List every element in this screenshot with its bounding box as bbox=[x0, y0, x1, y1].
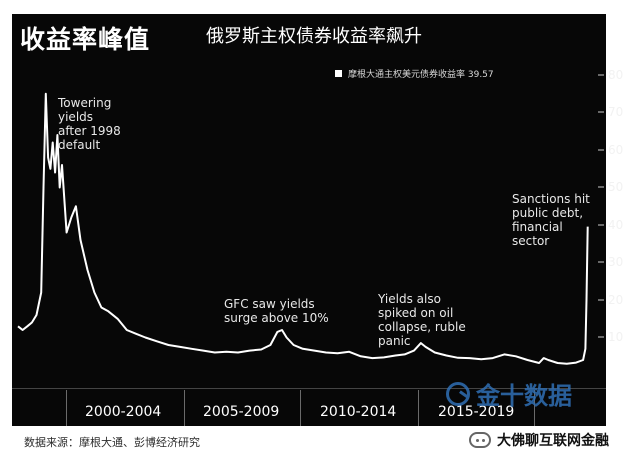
title-left: 收益率峰值 bbox=[20, 25, 151, 54]
x-band-separator bbox=[66, 390, 67, 426]
y-tickmark bbox=[598, 299, 604, 301]
x-band-label: 2000-2004 bbox=[85, 404, 162, 420]
y-tick-label: 50 bbox=[608, 180, 624, 194]
watermark-text: 金十数据 bbox=[476, 382, 572, 410]
annotation-gfc: GFC saw yields surge above 10% bbox=[224, 297, 329, 325]
y-tickmark bbox=[598, 186, 604, 188]
footer-brand: 大佛聊互联网金融 bbox=[469, 430, 609, 450]
legend: 摩根大通主权美元债券收益率 39.57 bbox=[335, 67, 494, 80]
y-tick-label: 80 bbox=[608, 68, 624, 82]
legend-label: 摩根大通主权美元债券收益率 39.57 bbox=[348, 70, 494, 80]
watermark-logo-icon bbox=[446, 381, 470, 406]
x-band-label: 2005-2009 bbox=[203, 404, 280, 420]
y-tickmark bbox=[598, 261, 604, 263]
x-band-label: 2015-2019 bbox=[438, 404, 515, 420]
series-layer bbox=[17, 92, 589, 365]
y-tickmark bbox=[598, 336, 604, 338]
footer-brand-label: 大佛聊互联网金融 bbox=[497, 433, 609, 449]
x-band-separator bbox=[184, 390, 185, 426]
plot-background bbox=[12, 14, 606, 426]
x-band bbox=[12, 388, 606, 427]
x-band-separator bbox=[300, 390, 301, 426]
annotation-oil-collapse: Yields also spiked on oil collapse, rubl… bbox=[378, 292, 466, 348]
y-tick-label: 70 bbox=[608, 105, 624, 119]
watermark: 金十数据 bbox=[446, 376, 572, 411]
x-band-separator bbox=[418, 390, 419, 426]
chart-title: 俄罗斯主权债券收益率飙升 bbox=[206, 26, 422, 47]
y-tickmark bbox=[598, 224, 604, 226]
y-tickmark bbox=[598, 149, 604, 151]
chart-svg bbox=[17, 92, 589, 365]
annotation-1998-default: Towering yields after 1998 default bbox=[58, 96, 121, 152]
annotation-sanctions: Sanctions hit public debt, financial sec… bbox=[512, 192, 590, 248]
source-note: 数据来源：摩根大通、彭博经济研究 bbox=[24, 436, 200, 449]
wechat-icon bbox=[469, 432, 491, 448]
y-tickmark bbox=[598, 74, 604, 76]
chart-frame: 收益率峰值 俄罗斯主权债券收益率飙升 摩根大通主权美元债券收益率 39.57 1… bbox=[6, 6, 634, 454]
series-line bbox=[17, 92, 589, 365]
x-band-label: 2010-2014 bbox=[320, 404, 397, 420]
y-tick-label: 10 bbox=[608, 330, 624, 344]
y-tickmark bbox=[598, 111, 604, 113]
y-tick-label: 30 bbox=[608, 255, 624, 269]
y-tick-label: 60 bbox=[608, 143, 624, 157]
x-band-separator bbox=[534, 390, 535, 426]
legend-swatch bbox=[335, 70, 342, 77]
y-axis: 10 20 30 40 50 60 70 80 bbox=[596, 6, 632, 406]
y-tick-label: 20 bbox=[608, 293, 624, 307]
y-tick-label: 40 bbox=[608, 218, 624, 232]
